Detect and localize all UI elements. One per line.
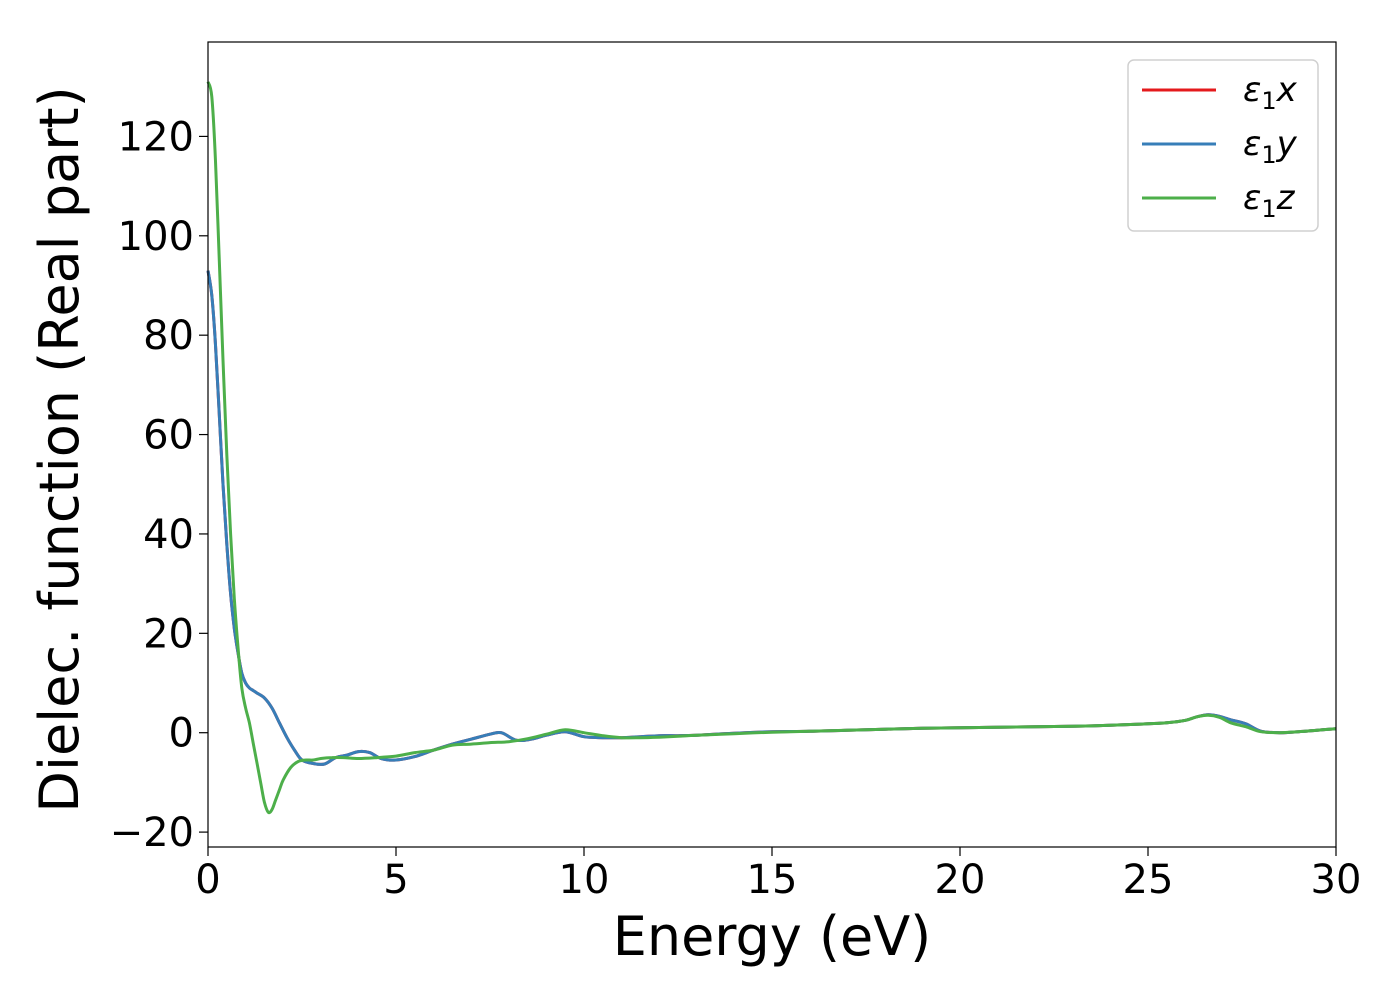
y-tick-label: 80 xyxy=(143,313,194,359)
legend-label: ε1x xyxy=(1243,70,1298,115)
legend: ε1x ε1y ε1z xyxy=(1127,59,1319,232)
x-tick-label: 0 xyxy=(195,857,220,903)
x-tick-label: 20 xyxy=(935,857,986,903)
y-tick-label: 40 xyxy=(143,512,194,558)
series-line-y xyxy=(206,270,1337,766)
x-axis-label: Energy (eV) xyxy=(613,905,932,968)
y-tick-label: 100 xyxy=(118,214,194,260)
series-layer xyxy=(206,81,1337,815)
y-tick-label: 20 xyxy=(143,611,194,657)
legend-box xyxy=(1127,59,1319,232)
legend-entry: ε1z xyxy=(1142,178,1296,223)
y-tick-label: 120 xyxy=(118,114,194,160)
legend-entry: ε1x xyxy=(1142,70,1298,115)
x-tick-label: 25 xyxy=(1123,857,1174,903)
x-tick-label: 5 xyxy=(383,857,408,903)
y-axis-label: Dielec. function (Real part) xyxy=(28,86,91,812)
y-tick-label: 60 xyxy=(143,413,194,459)
y-tick-label: −20 xyxy=(110,810,194,856)
y-tick-label: 0 xyxy=(169,711,194,757)
x-axis-ticks: 0 5 10 15 20 25 30 xyxy=(195,847,1361,903)
x-tick-label: 10 xyxy=(559,857,610,903)
x-tick-label: 15 xyxy=(747,857,798,903)
series-line-x xyxy=(206,270,1337,766)
y-axis-ticks: −20 0 20 40 60 80 100 120 xyxy=(110,114,208,856)
legend-label: ε1z xyxy=(1243,178,1296,223)
legend-label: ε1y xyxy=(1243,124,1298,169)
x-tick-label: 30 xyxy=(1311,857,1362,903)
legend-entry: ε1y xyxy=(1142,124,1298,169)
series-line-z xyxy=(206,81,1337,815)
